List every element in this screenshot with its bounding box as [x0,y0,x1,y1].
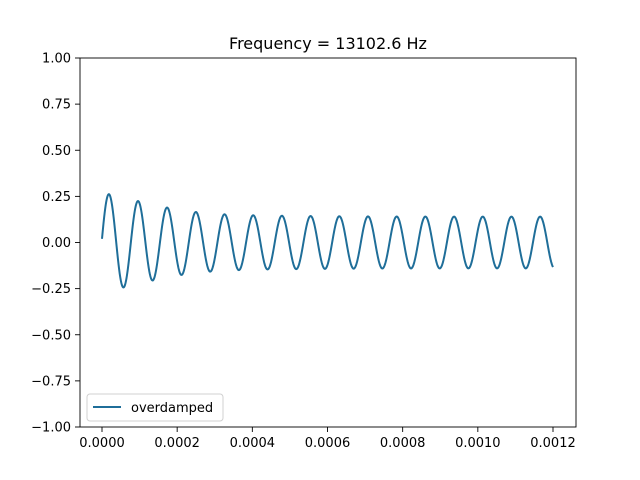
x-axis: 0.0000 0.0002 0.0004 0.0006 0.0008 0.0010 0.00… [79,427,576,451]
plot-area [101,193,554,289]
y-tick-label: 0.00 [42,236,71,251]
x-tick-label: 0.0000 [79,436,125,451]
y-tick-label: −0.75 [31,374,71,389]
y-tick-label: −0.25 [31,282,71,297]
y-tick-label: 1.00 [42,52,71,67]
y-tick-label: 0.75 [42,98,71,113]
chart-title: Frequency = 13102.6 Hz [229,34,427,53]
series-line-overdamped [101,193,554,289]
legend-label-overdamped: overdamped [131,401,213,416]
legend-box [86,393,224,422]
x-tick-label: 0.0012 [530,436,576,451]
x-tick-label: 0.0010 [455,436,501,451]
y-tick-label: −0.50 [31,328,71,343]
x-tick-label: 0.0008 [380,436,426,451]
y-tick-label: 0.50 [42,144,71,159]
legend: overdamped [86,393,224,422]
y-tick-label: −1.00 [31,421,71,436]
x-tick-label: 0.0004 [230,436,276,451]
x-tick-label: 0.0002 [154,436,200,451]
x-tick-label: 0.0006 [305,436,351,451]
y-axis: 1.00 0.75 0.50 0.25 0.00 −0.25 −0.50 −0.75 −1.00 [31,52,80,436]
y-tick-label: 0.25 [42,190,71,205]
